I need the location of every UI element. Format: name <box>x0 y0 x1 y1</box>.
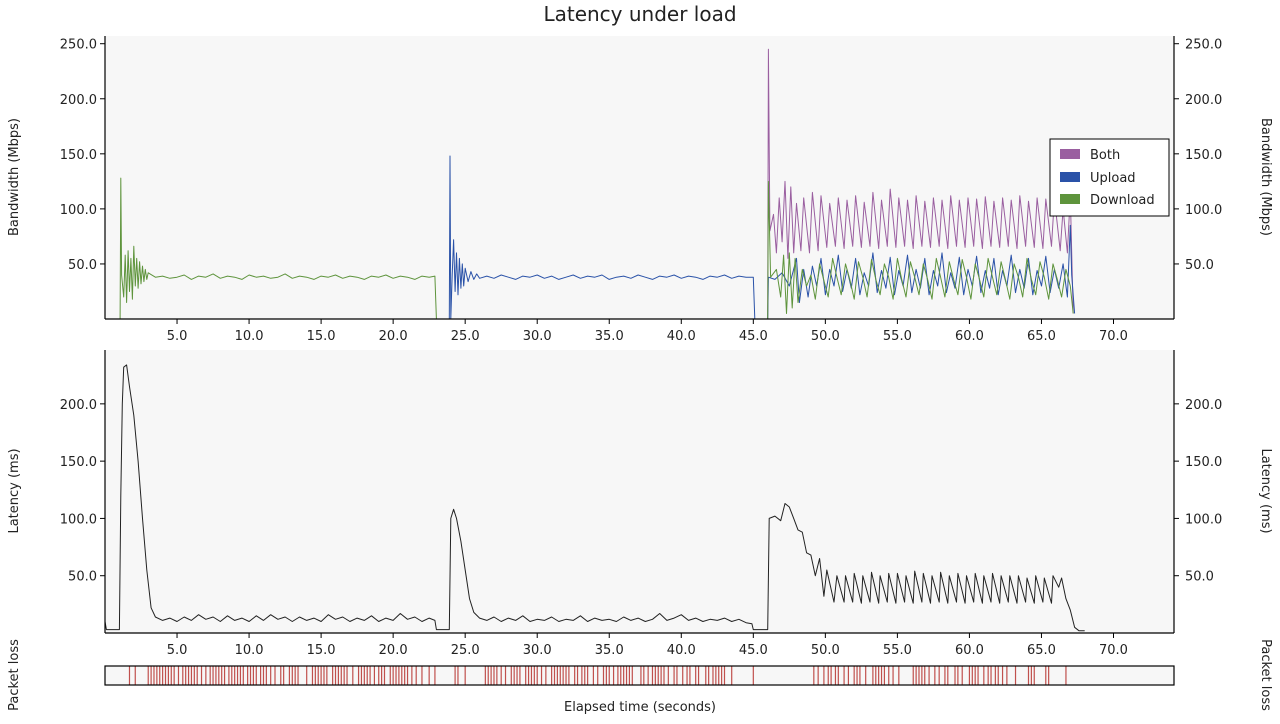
latency-y-tick-label-left: 150.0 <box>60 455 97 470</box>
latency-ylabel-right: Latency (ms) <box>1258 448 1273 533</box>
bandwidth-x-tick-label: 70.0 <box>1099 329 1128 344</box>
chart-title: Latency under load <box>543 2 736 26</box>
legend: Both Upload Download <box>1049 138 1170 217</box>
latency-x-tick-label: 70.0 <box>1099 643 1128 658</box>
latency-x-tick-label: 35.0 <box>595 643 624 658</box>
bandwidth-series-download <box>105 177 1074 320</box>
latency-x-tick-label: 25.0 <box>451 643 480 658</box>
latency-x-tick-label: 55.0 <box>883 643 912 658</box>
bandwidth-x-tick-label: 10.0 <box>235 329 264 344</box>
bandwidth-ylabel-left: Bandwidth (Mbps) <box>7 118 22 236</box>
bandwidth-y-tick-label-right: 250.0 <box>1185 38 1222 53</box>
latency-x-tick-label: 15.0 <box>307 643 336 658</box>
bandwidth-x-tick-label: 35.0 <box>595 329 624 344</box>
bandwidth-x-tick-label: 30.0 <box>523 329 552 344</box>
legend-label-both: Both <box>1090 148 1120 163</box>
bandwidth-series-upload <box>105 155 1076 320</box>
bandwidth-ylabel-right: Bandwidth (Mbps) <box>1258 118 1273 236</box>
bandwidth-x-tick-label: 45.0 <box>739 329 768 344</box>
bandwidth-series-both <box>767 48 1074 320</box>
bandwidth-y-tick-label-left: 250.0 <box>60 38 97 53</box>
bandwidth-x-tick-label: 55.0 <box>883 329 912 344</box>
legend-swatch-upload <box>1060 172 1080 182</box>
latency-y-tick-label-right: 100.0 <box>1185 512 1222 527</box>
packet-loss-strip <box>105 666 1174 685</box>
bandwidth-y-tick-label-left: 100.0 <box>60 203 97 218</box>
latency-y-tick-label-right: 50.0 <box>1185 570 1214 585</box>
legend-swatch-download <box>1060 194 1080 204</box>
bandwidth-y-tick-label-left: 200.0 <box>60 93 97 108</box>
bandwidth-x-tick-label: 65.0 <box>1027 329 1056 344</box>
latency-y-tick-label-left: 50.0 <box>68 570 97 585</box>
bandwidth-y-tick-label-right: 50.0 <box>1185 258 1214 273</box>
bandwidth-x-tick-label: 5.0 <box>167 329 188 344</box>
latency-x-tick-label: 10.0 <box>235 643 264 658</box>
latency-x-tick-label: 50.0 <box>811 643 840 658</box>
latency-x-tick-label: 45.0 <box>739 643 768 658</box>
latency-y-tick-label-left: 200.0 <box>60 398 97 413</box>
bandwidth-x-tick-label: 15.0 <box>307 329 336 344</box>
x-axis-label: Elapsed time (seconds) <box>564 700 716 715</box>
latency-x-tick-label: 65.0 <box>1027 643 1056 658</box>
legend-label-upload: Upload <box>1090 171 1136 186</box>
latency-x-tick-label: 40.0 <box>667 643 696 658</box>
bandwidth-y-tick-label-right: 100.0 <box>1185 203 1222 218</box>
latency-x-tick-label: 5.0 <box>167 643 188 658</box>
bandwidth-x-tick-label: 20.0 <box>379 329 408 344</box>
bandwidth-y-tick-label-right: 200.0 <box>1185 93 1222 108</box>
bandwidth-y-tick-label-right: 150.0 <box>1185 148 1222 163</box>
bandwidth-x-tick-label: 60.0 <box>955 329 984 344</box>
legend-swatch-both <box>1060 149 1080 159</box>
packet-loss-label-left: Packet loss <box>7 639 22 711</box>
legend-label-download: Download <box>1090 193 1155 208</box>
latency-x-tick-label: 30.0 <box>523 643 552 658</box>
bandwidth-y-tick-label-left: 50.0 <box>68 258 97 273</box>
latency-y-tick-label-right: 150.0 <box>1185 455 1222 470</box>
latency-ylabel-left: Latency (ms) <box>7 448 22 533</box>
bandwidth-x-tick-label: 25.0 <box>451 329 480 344</box>
latency-y-tick-label-right: 200.0 <box>1185 398 1222 413</box>
latency-y-tick-label-left: 100.0 <box>60 512 97 527</box>
latency-x-tick-label: 20.0 <box>379 643 408 658</box>
bandwidth-x-tick-label: 50.0 <box>811 329 840 344</box>
latency-x-tick-label: 60.0 <box>955 643 984 658</box>
bandwidth-y-tick-label-left: 150.0 <box>60 148 97 163</box>
packet-loss-label-right: Packet loss <box>1258 639 1273 711</box>
latency-series-line <box>104 364 1085 632</box>
bandwidth-x-tick-label: 40.0 <box>667 329 696 344</box>
packet-loss-strip-border <box>104 665 1175 686</box>
